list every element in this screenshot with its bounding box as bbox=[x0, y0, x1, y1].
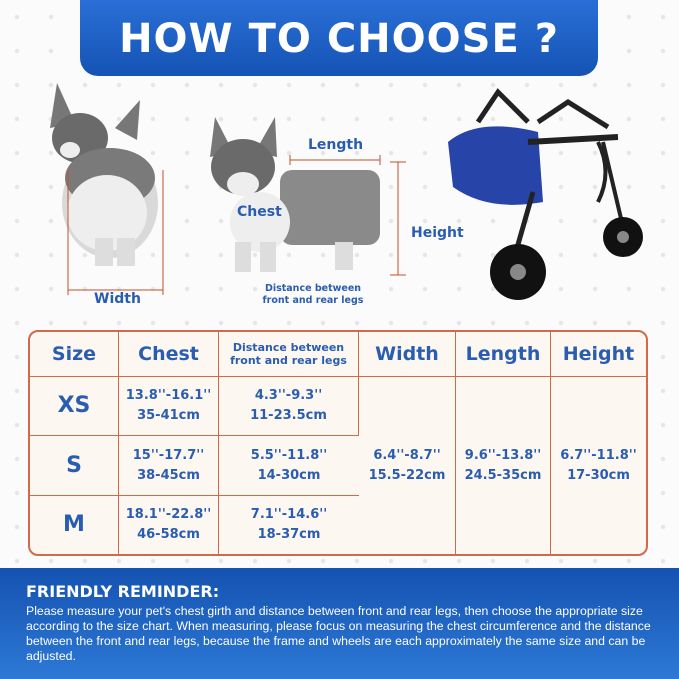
reminder-text: Please measure your pet's chest girth an… bbox=[26, 604, 651, 663]
chest-inches: 18.1''-22.8'' bbox=[125, 506, 212, 522]
distance-label-line2: front and rear legs bbox=[262, 295, 364, 306]
width-cell: 6.4''-8.7'' 15.5-22cm bbox=[359, 377, 456, 554]
page-title: HOW TO CHOOSE ? bbox=[80, 0, 598, 76]
table-row: S 15''-17.7'' 38-45cm 5.5''-11.8'' 14-30cm bbox=[30, 436, 646, 496]
dog-side-illustration bbox=[210, 117, 380, 272]
size-chart-table: Size Chest Distance between front and re… bbox=[28, 330, 648, 556]
distance-cm: 14-30cm bbox=[257, 467, 321, 483]
table-header-row: Size Chest Distance between front and re… bbox=[30, 332, 646, 377]
distance-cell: 7.1''-14.6'' 18-37cm bbox=[219, 496, 359, 554]
chest-cell: 18.1''-22.8'' 46-58cm bbox=[119, 495, 219, 554]
length-inches: 9.6''-13.8'' bbox=[464, 447, 542, 463]
distance-cm: 11-23.5cm bbox=[250, 408, 327, 424]
header-width: Width bbox=[359, 332, 456, 377]
distance-cell: 5.5''-11.8'' 14-30cm bbox=[219, 436, 359, 496]
distance-label: Distance between front and rear legs bbox=[258, 283, 368, 307]
size-cell: S bbox=[30, 436, 119, 496]
chest-inches: 13.8''-16.1'' bbox=[125, 388, 212, 404]
table-row: XS 13.8''-16.1'' 35-41cm 4.3''-9.3'' 11-23… bbox=[30, 377, 646, 554]
length-cm: 24.5-35cm bbox=[464, 467, 542, 483]
distance-cm: 18-37cm bbox=[257, 526, 321, 542]
dog-rear-illustration bbox=[50, 83, 158, 266]
chest-label: Chest bbox=[237, 204, 282, 220]
table-row: M 18.1''-22.8'' 46-58cm 7.1''-14.6'' 18-37… bbox=[30, 495, 646, 554]
header-height: Height bbox=[551, 332, 646, 377]
width-cm: 15.5-22cm bbox=[368, 467, 446, 483]
height-cell: 6.7''-11.8'' 17-30cm bbox=[551, 377, 646, 554]
chest-cell: 15''-17.7'' 38-45cm bbox=[119, 436, 219, 496]
distance-cell: 4.3''-9.3'' 11-23.5cm bbox=[219, 377, 359, 437]
chest-cm: 35-41cm bbox=[137, 408, 200, 424]
chest-cm: 46-58cm bbox=[137, 526, 200, 542]
height-label: Height bbox=[411, 225, 464, 241]
distance-inches: 5.5''-11.8'' bbox=[250, 447, 328, 463]
header-distance: Distance between front and rear legs bbox=[219, 332, 359, 377]
header-length: Length bbox=[456, 332, 551, 377]
length-height-measure-lines bbox=[289, 155, 406, 276]
height-inches: 6.7''-11.8'' bbox=[560, 447, 637, 463]
chest-inches: 15''-17.7'' bbox=[132, 447, 205, 463]
distance-inches: 7.1''-14.6'' bbox=[250, 506, 328, 522]
header-size: Size bbox=[30, 332, 119, 377]
wheelchair-product-image bbox=[448, 88, 643, 300]
length-label: Length bbox=[308, 137, 364, 153]
distance-inches: 4.3''-9.3'' bbox=[254, 388, 323, 404]
width-measure-line bbox=[67, 170, 164, 295]
width-label: Width bbox=[94, 291, 141, 307]
distance-label-line1: Distance between bbox=[264, 283, 362, 294]
friendly-reminder-section: FRIENDLY REMINDER: Please measure your p… bbox=[0, 568, 679, 679]
chest-cell: 13.8''-16.1'' 35-41cm bbox=[119, 377, 219, 437]
height-cm: 17-30cm bbox=[567, 467, 630, 483]
width-inches: 6.4''-8.7'' bbox=[373, 447, 441, 463]
chest-cm: 38-45cm bbox=[137, 467, 200, 483]
size-cell: M bbox=[30, 495, 119, 554]
reminder-title: FRIENDLY REMINDER: bbox=[26, 582, 220, 601]
length-cell: 9.6''-13.8'' 24.5-35cm bbox=[456, 377, 551, 554]
size-cell: XS bbox=[30, 377, 119, 437]
header-chest: Chest bbox=[119, 332, 219, 377]
